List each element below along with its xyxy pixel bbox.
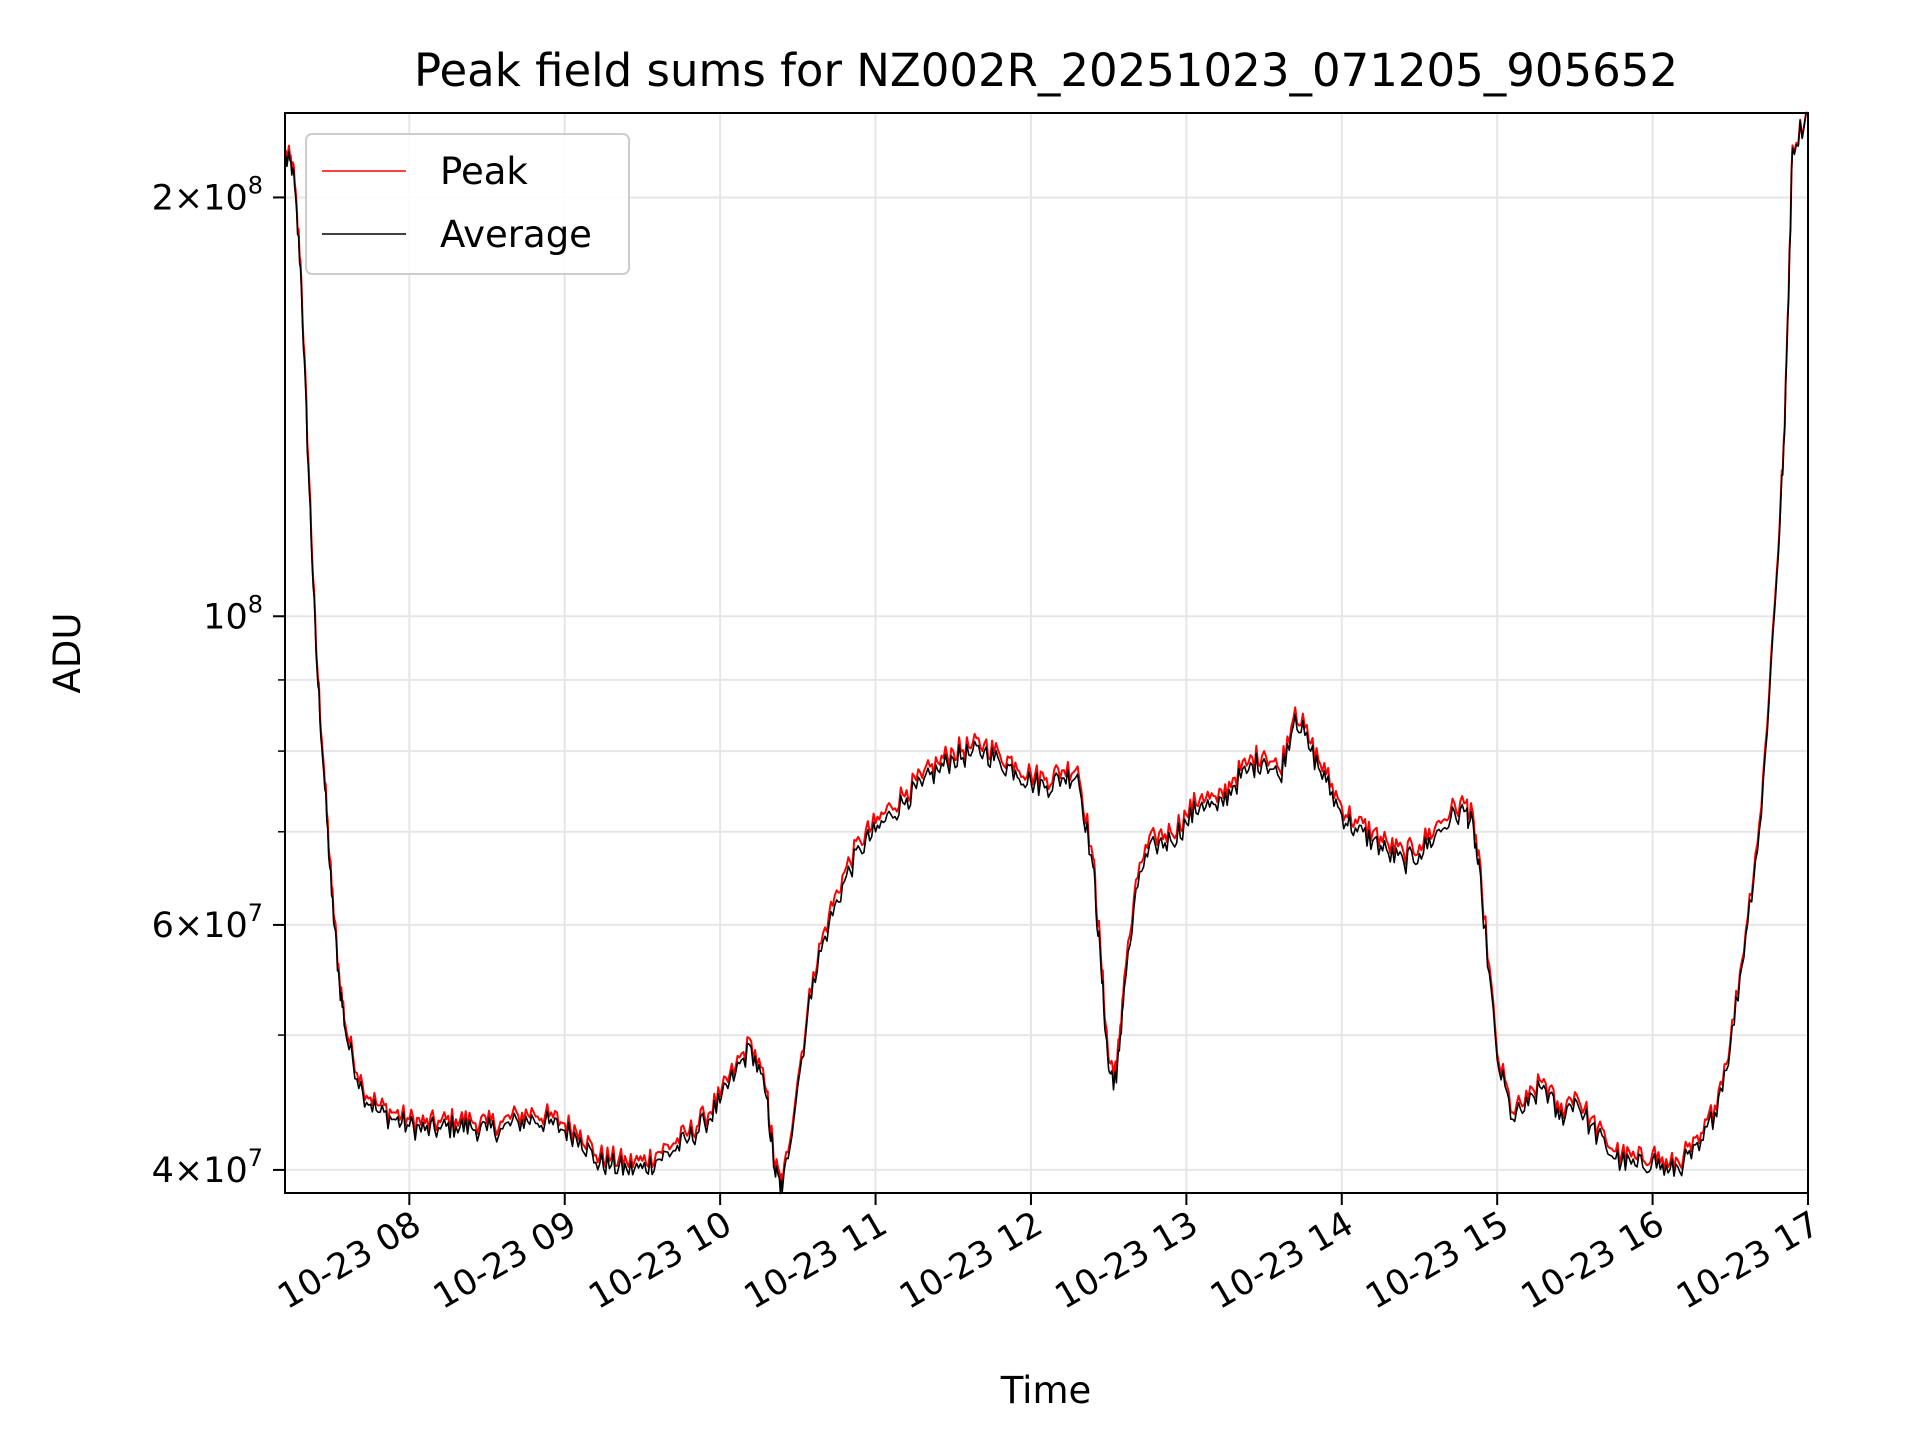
chart-title: Peak field sums for NZ002R_20251023_0712… — [414, 44, 1678, 97]
series-layer — [284, 111, 1809, 1195]
y-tick-label: 2×108 — [152, 171, 263, 218]
legend: Peak Average — [305, 133, 630, 275]
y-axis-label: ADU — [46, 613, 89, 694]
y-tick-label: 108 — [203, 590, 263, 637]
series-line-average — [284, 112, 1809, 1195]
y-tick-label: 4×107 — [152, 1144, 263, 1191]
legend-box — [305, 133, 630, 275]
x-axis-label: Time — [1000, 1369, 1092, 1412]
y-tick-label: 6×107 — [152, 899, 263, 946]
legend-label-average: Average — [440, 213, 592, 256]
legend-label-peak: Peak — [440, 150, 528, 193]
plot-frame — [284, 112, 1809, 1194]
